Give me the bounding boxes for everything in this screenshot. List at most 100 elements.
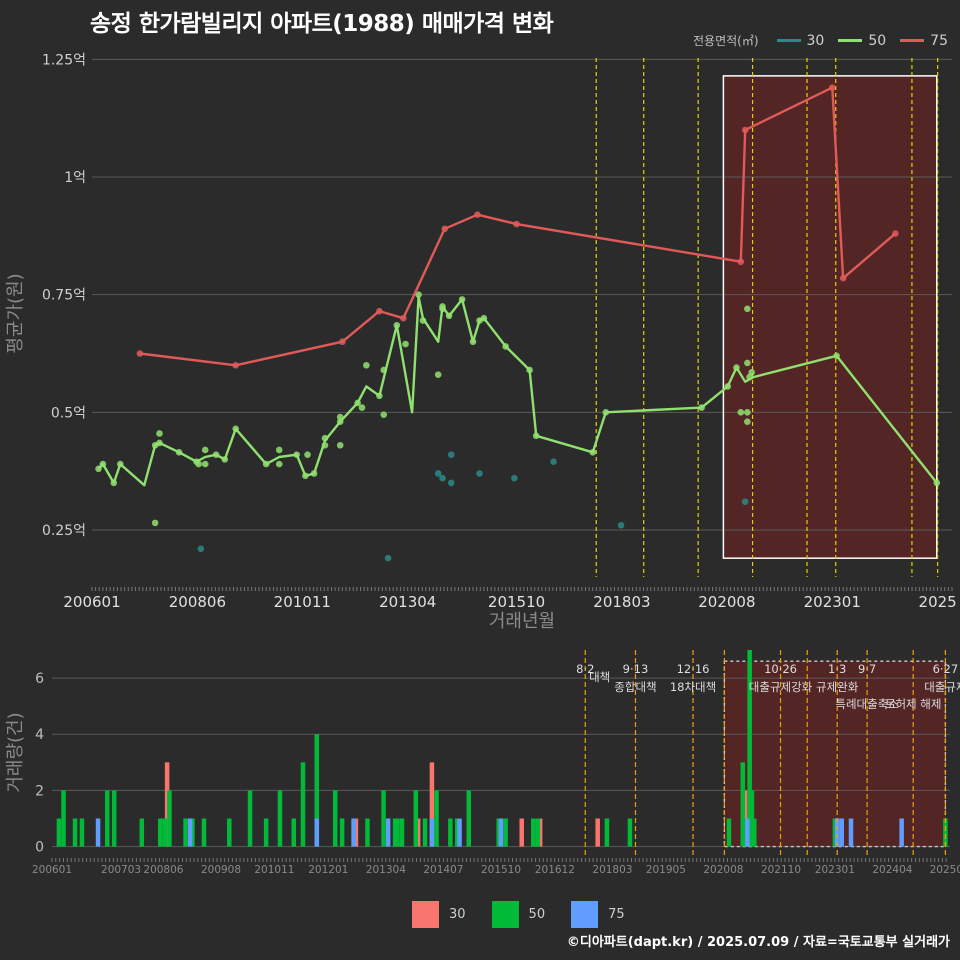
- x-tick-label: 201011: [274, 593, 331, 611]
- volume-bar-75: [457, 818, 462, 847]
- data-point-50: [304, 451, 311, 458]
- volume-bar-50: [56, 818, 62, 847]
- legend-volume-swatch-30: [412, 901, 439, 928]
- volume-y-tick-label: 0: [35, 840, 44, 856]
- legend-volume: 30 50 75: [412, 901, 641, 928]
- data-point-30: [511, 474, 518, 482]
- volume-bar-30: [519, 818, 524, 847]
- data-point-50: [602, 409, 610, 416]
- volume-bar-75: [385, 818, 391, 847]
- volume-bar-50: [726, 818, 732, 847]
- volume-bar-50: [434, 790, 439, 847]
- volume-bar-50: [535, 818, 541, 847]
- data-point-50: [933, 479, 941, 487]
- volume-bar-30: [415, 818, 421, 847]
- volume-bar-50: [139, 818, 145, 847]
- data-point-30: [447, 451, 455, 458]
- y-tick-label: 0.5억: [51, 405, 86, 421]
- volume-bar-50: [300, 762, 306, 847]
- data-point-50: [336, 413, 344, 421]
- policy-date-label: 9·13: [623, 662, 649, 676]
- data-point-50: [156, 439, 163, 447]
- data-point-30: [197, 545, 205, 553]
- data-point-50: [195, 460, 202, 468]
- data-point-50: [744, 359, 751, 367]
- x-tick-label: 201510: [488, 593, 545, 611]
- volume-bar-50: [399, 818, 405, 847]
- legend-volume-label-30: 30: [449, 907, 466, 922]
- data-point-30: [550, 458, 557, 466]
- x-axis-title: 거래년월: [489, 611, 555, 632]
- policy-date-label: 1·3: [828, 662, 846, 676]
- data-point-75: [513, 220, 520, 228]
- data-point-50: [402, 340, 409, 348]
- volume-bar-50: [332, 790, 338, 847]
- data-point-50: [748, 369, 755, 376]
- volume-bar-50: [496, 818, 501, 847]
- data-point-75: [339, 338, 346, 346]
- volume-bar-50: [277, 790, 283, 847]
- data-point-30: [447, 479, 455, 487]
- data-point-50: [336, 441, 344, 449]
- data-point-50: [310, 470, 318, 477]
- volume-x-tick-label: 201905: [646, 864, 686, 876]
- data-point-50: [526, 366, 533, 374]
- legend-volume-swatch-75: [571, 901, 599, 928]
- volume-bar-30: [353, 818, 359, 847]
- data-point-50: [156, 430, 163, 437]
- footer-credit: ©디아파트(dapt.kr) / 2025.07.09 / 자료=국토교통부 실…: [566, 935, 950, 950]
- volume-bar-75: [187, 818, 193, 847]
- data-point-30: [476, 470, 483, 477]
- x-tick-label: 202008: [698, 593, 755, 611]
- volume-bar-50: [455, 818, 460, 847]
- volume-bar-30: [429, 762, 435, 847]
- data-point-50: [221, 456, 229, 463]
- data-point-50: [469, 338, 477, 346]
- legend-volume-swatch-50: [491, 901, 519, 928]
- volume-highlight-region: [724, 661, 946, 847]
- legend-item-30: 30: [776, 33, 824, 49]
- data-point-30: [384, 554, 392, 562]
- data-point-75: [892, 230, 899, 237]
- volume-bar-50: [422, 818, 428, 847]
- volume-bar-75: [429, 818, 435, 847]
- volume-x-tick-label: 201407: [423, 864, 463, 876]
- data-point-50: [275, 446, 283, 454]
- x-tick-label: 201803: [593, 593, 650, 611]
- volume-bar-75: [95, 818, 101, 847]
- data-point-50: [480, 314, 488, 322]
- legend-label-50: 50: [868, 32, 887, 49]
- data-point-50: [380, 366, 388, 374]
- data-point-50: [321, 441, 329, 449]
- volume-y-axis-title: 거래량(건): [5, 712, 26, 792]
- x-tick-label: 2025: [919, 593, 957, 611]
- policy-date-label: 6·27: [933, 662, 959, 676]
- volume-bar-50: [413, 790, 419, 847]
- data-point-30: [741, 498, 749, 506]
- volume-x-tick-label: 201803: [592, 864, 632, 876]
- data-point-50: [744, 418, 751, 426]
- volume-x-tick-label: 201510: [481, 864, 521, 876]
- volume-x-tick-label: 200601: [32, 864, 72, 876]
- data-point-50: [201, 446, 209, 454]
- data-point-50: [212, 451, 220, 458]
- legend-volume-item-30: 30: [412, 901, 466, 928]
- volume-bar-75: [314, 818, 320, 847]
- volume-bar-50: [157, 818, 163, 847]
- volume-bar-50: [227, 818, 232, 847]
- data-point-50: [99, 460, 107, 468]
- data-point-50: [110, 479, 118, 487]
- volume-x-tick-label: 201201: [308, 864, 348, 876]
- volume-bar-50: [381, 790, 386, 847]
- volume-x-tick-label: 200908: [201, 864, 241, 876]
- volume-bar-50: [448, 818, 453, 847]
- y-axis-title: 평균가(원): [5, 273, 26, 353]
- data-point-30: [617, 521, 625, 529]
- legend-volume-label-50: 50: [528, 907, 546, 922]
- volume-bar-50: [183, 818, 188, 847]
- legend-swatch-75: [900, 39, 925, 42]
- highlight-border: [722, 75, 938, 559]
- data-point-50: [380, 411, 388, 418]
- volume-y-tick-label: 6: [35, 671, 44, 687]
